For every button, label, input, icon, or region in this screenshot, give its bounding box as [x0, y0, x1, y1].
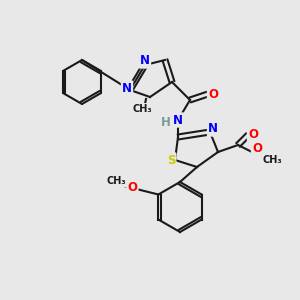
Text: O: O: [248, 128, 258, 142]
Text: O: O: [127, 181, 137, 194]
Text: O: O: [208, 88, 218, 100]
Text: S: S: [167, 154, 175, 166]
Text: CH₃: CH₃: [262, 155, 282, 165]
Text: N: N: [122, 82, 132, 94]
Text: N: N: [173, 113, 183, 127]
Text: CH₃: CH₃: [106, 176, 126, 187]
Text: O: O: [252, 142, 262, 155]
Text: N: N: [140, 55, 150, 68]
Text: N: N: [208, 122, 218, 136]
Text: H: H: [161, 116, 171, 128]
Text: CH₃: CH₃: [132, 104, 152, 114]
